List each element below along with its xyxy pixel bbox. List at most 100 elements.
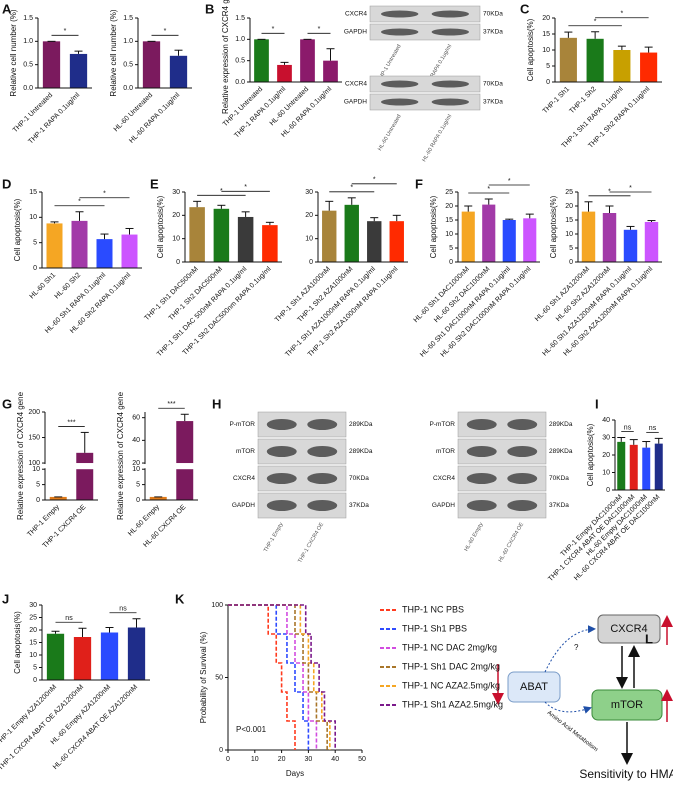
blot-size: 37KDa <box>349 502 369 509</box>
y-axis-label: Relative cell number (%) <box>9 9 18 96</box>
y-tick-label: 10 <box>32 466 40 473</box>
significance-label: * <box>244 184 247 191</box>
x-tick-label: 0 <box>226 756 230 763</box>
blot-strip <box>369 23 481 41</box>
blot-band <box>507 419 538 430</box>
legend-label: THP-1 Sh1 DAC 2mg/kg <box>402 661 500 671</box>
bar <box>654 443 663 490</box>
blot-band <box>431 10 469 18</box>
blot-label: GAPDH <box>344 99 367 106</box>
y-axis-label: Cell apoptosis(%) <box>526 18 535 81</box>
blot-band <box>307 446 338 457</box>
bar <box>237 216 254 262</box>
y-tick-label: 0 <box>176 259 180 266</box>
panel-label: D <box>2 176 11 191</box>
bar <box>613 50 631 82</box>
bar <box>644 221 659 262</box>
blot-label: mTOR <box>236 448 255 455</box>
y-tick-label: 30 <box>29 602 37 609</box>
y-tick-label: 100 <box>211 602 223 609</box>
y-axis-label: Relative expression of CXCR4 gene <box>116 391 125 520</box>
y-tick-label: 10 <box>542 47 550 54</box>
bar <box>176 421 194 500</box>
y-tick-label: 5 <box>449 245 453 252</box>
node-box <box>591 689 663 721</box>
bar <box>322 210 337 262</box>
y-tick-label: 150 <box>28 434 40 441</box>
bar <box>586 38 604 82</box>
legend-label: THP-1 NC PBS <box>402 604 464 614</box>
significance-label: * <box>487 186 490 193</box>
blot-size: 289KDa <box>549 448 573 455</box>
significance-label: ns <box>65 615 73 622</box>
blot-band <box>431 28 469 36</box>
blot-band <box>507 446 538 457</box>
bar <box>149 496 167 500</box>
bar <box>96 239 113 268</box>
blot-band <box>466 446 497 457</box>
blot-band <box>307 473 338 484</box>
y-tick-label: 60 <box>132 415 140 422</box>
blot-size: 37KDa <box>483 29 503 36</box>
panel-label: J <box>2 591 9 606</box>
node-box <box>507 671 561 703</box>
x-tick-label: HL-60 RAPA 0.1ug/ml <box>128 91 181 144</box>
y-tick-label: 1.5 <box>123 15 133 22</box>
lane-label: THP-1 CXCR4 OE <box>297 521 325 564</box>
bar <box>71 220 88 268</box>
panel-label: H <box>212 396 221 411</box>
y-tick-label: 0 <box>33 265 37 272</box>
blot-label: P-mTOR <box>229 421 255 428</box>
bar <box>42 41 61 88</box>
x-tick-label: HL-60 Sh1 AZA1200nM RAPA 0.1ug/ml <box>541 265 633 357</box>
bar <box>461 211 475 262</box>
y-axis-label: Cell apoptosis(%) <box>13 198 22 261</box>
y-tick-label: 20 <box>445 203 453 210</box>
blot-size: 70KDa <box>483 81 503 88</box>
significance-label: * <box>621 11 624 18</box>
bar <box>69 53 88 88</box>
y-tick-label: 10 <box>602 469 610 476</box>
significance-label: * <box>103 191 106 198</box>
blot-size: 37KDa <box>483 99 503 106</box>
y-tick-label: 25 <box>29 614 37 621</box>
blot-band <box>466 500 497 511</box>
significance-label: * <box>508 178 511 185</box>
blot-label: GAPDH <box>232 502 255 509</box>
y-axis-label: Cell apoptosis(%) <box>156 195 165 258</box>
bar <box>642 447 651 490</box>
y-tick-label: 5 <box>33 240 37 247</box>
bar <box>189 207 205 262</box>
y-tick-label: 0 <box>136 497 140 504</box>
y-tick-label: 10 <box>565 231 573 238</box>
y-tick-label: 0 <box>36 497 40 504</box>
y-tick-label: 5 <box>33 664 37 671</box>
significance-label: * <box>64 28 67 35</box>
lane-label: HL-60 Empty <box>463 522 484 553</box>
panel-label: C <box>520 1 530 16</box>
y-tick-label: 30 <box>172 189 180 196</box>
x-tick-label: 40 <box>331 756 339 763</box>
x-tick-label: 20 <box>278 756 286 763</box>
x-tick-label: HL-60 Sh1 DAC1000nM RAPA 0.1ug/ml <box>419 265 512 358</box>
significance-label: *** <box>167 401 175 408</box>
blot-strip <box>369 93 481 111</box>
survival-curve <box>228 604 336 750</box>
y-tick-label: 15 <box>542 31 550 38</box>
y-tick-label: 1.0 <box>23 38 33 45</box>
legend-label: THP-1 NC AZA2.5mg/kg <box>402 680 500 690</box>
y-axis-label: Cell apoptosis(%) <box>586 423 595 486</box>
bar <box>277 64 292 82</box>
blot-label: CXCR4 <box>233 475 255 482</box>
y-tick-label: 0.0 <box>123 85 133 92</box>
bar <box>581 211 596 262</box>
significance-label: * <box>164 28 167 35</box>
blot-strip <box>369 5 481 23</box>
bar <box>76 452 94 500</box>
y-tick-label: 15 <box>445 217 453 224</box>
blot-size: 70KDa <box>549 475 569 482</box>
node-label: CXCR4 <box>610 623 647 635</box>
survival-curve <box>228 604 296 750</box>
bar <box>254 39 269 82</box>
legend-label: THP-1 Sh1 AZA2.5mg/kg <box>402 699 503 709</box>
